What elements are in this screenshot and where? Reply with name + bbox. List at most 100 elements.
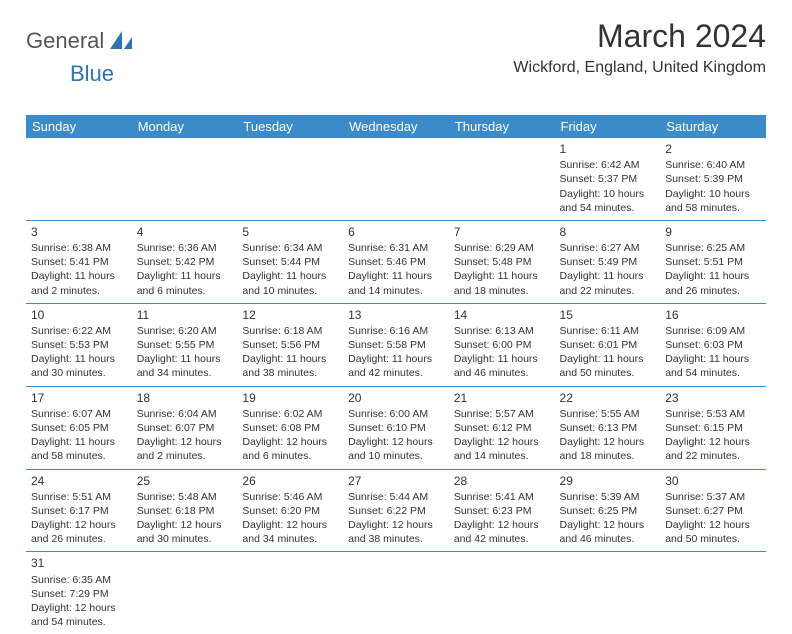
day-number: 28	[454, 473, 550, 489]
sunset-text: Sunset: 6:22 PM	[348, 504, 444, 518]
calendar-day-cell: 9Sunrise: 6:25 AMSunset: 5:51 PMDaylight…	[660, 220, 766, 303]
daylight-text: Daylight: 12 hours and 38 minutes.	[348, 518, 444, 546]
sunrise-text: Sunrise: 6:09 AM	[665, 324, 761, 338]
calendar-day-cell: 5Sunrise: 6:34 AMSunset: 5:44 PMDaylight…	[237, 220, 343, 303]
calendar-week: 24Sunrise: 5:51 AMSunset: 6:17 PMDayligh…	[26, 469, 766, 552]
sunset-text: Sunset: 5:44 PM	[242, 255, 338, 269]
sunrise-text: Sunrise: 5:57 AM	[454, 407, 550, 421]
day-number: 23	[665, 390, 761, 406]
daylight-text: Daylight: 11 hours and 50 minutes.	[560, 352, 656, 380]
sunrise-text: Sunrise: 6:13 AM	[454, 324, 550, 338]
calendar-day-cell: 22Sunrise: 5:55 AMSunset: 6:13 PMDayligh…	[555, 386, 661, 469]
header: General March 2024 Wickford, England, Un…	[26, 18, 766, 77]
daylight-text: Daylight: 11 hours and 2 minutes.	[31, 269, 127, 297]
calendar-day-cell: 21Sunrise: 5:57 AMSunset: 6:12 PMDayligh…	[449, 386, 555, 469]
calendar-week: 1Sunrise: 6:42 AMSunset: 5:37 PMDaylight…	[26, 138, 766, 220]
sunrise-text: Sunrise: 6:00 AM	[348, 407, 444, 421]
daylight-text: Daylight: 11 hours and 26 minutes.	[665, 269, 761, 297]
sunset-text: Sunset: 6:27 PM	[665, 504, 761, 518]
daylight-text: Daylight: 11 hours and 10 minutes.	[242, 269, 338, 297]
sunrise-text: Sunrise: 6:35 AM	[31, 573, 127, 587]
day-number: 30	[665, 473, 761, 489]
sunrise-text: Sunrise: 6:04 AM	[137, 407, 233, 421]
sunrise-text: Sunrise: 6:16 AM	[348, 324, 444, 338]
calendar-table: SundayMondayTuesdayWednesdayThursdayFrid…	[26, 115, 766, 634]
daylight-text: Daylight: 12 hours and 30 minutes.	[137, 518, 233, 546]
day-number: 9	[665, 224, 761, 240]
sunrise-text: Sunrise: 6:02 AM	[242, 407, 338, 421]
calendar-day-cell: 2Sunrise: 6:40 AMSunset: 5:39 PMDaylight…	[660, 138, 766, 220]
day-number: 19	[242, 390, 338, 406]
calendar-week: 31Sunrise: 6:35 AMSunset: 7:29 PMDayligh…	[26, 552, 766, 634]
daylight-text: Daylight: 11 hours and 6 minutes.	[137, 269, 233, 297]
weekday-header: Wednesday	[343, 115, 449, 138]
day-number: 18	[137, 390, 233, 406]
day-number: 12	[242, 307, 338, 323]
day-number: 31	[31, 555, 127, 571]
logo-sail-icon	[108, 29, 134, 54]
calendar-week: 3Sunrise: 6:38 AMSunset: 5:41 PMDaylight…	[26, 220, 766, 303]
day-number: 5	[242, 224, 338, 240]
day-number: 16	[665, 307, 761, 323]
daylight-text: Daylight: 11 hours and 58 minutes.	[31, 435, 127, 463]
calendar-day-cell: 14Sunrise: 6:13 AMSunset: 6:00 PMDayligh…	[449, 303, 555, 386]
sunrise-text: Sunrise: 6:36 AM	[137, 241, 233, 255]
sunrise-text: Sunrise: 6:22 AM	[31, 324, 127, 338]
day-number: 1	[560, 141, 656, 157]
weekday-header: Friday	[555, 115, 661, 138]
sunset-text: Sunset: 6:01 PM	[560, 338, 656, 352]
sunrise-text: Sunrise: 6:07 AM	[31, 407, 127, 421]
sunrise-text: Sunrise: 6:29 AM	[454, 241, 550, 255]
sunset-text: Sunset: 6:23 PM	[454, 504, 550, 518]
daylight-text: Daylight: 12 hours and 42 minutes.	[454, 518, 550, 546]
calendar-day-cell	[449, 138, 555, 220]
calendar-day-cell	[132, 552, 238, 634]
day-number: 24	[31, 473, 127, 489]
sunset-text: Sunset: 6:05 PM	[31, 421, 127, 435]
daylight-text: Daylight: 12 hours and 6 minutes.	[242, 435, 338, 463]
sunset-text: Sunset: 5:49 PM	[560, 255, 656, 269]
calendar-day-cell: 18Sunrise: 6:04 AMSunset: 6:07 PMDayligh…	[132, 386, 238, 469]
daylight-text: Daylight: 11 hours and 34 minutes.	[137, 352, 233, 380]
sunrise-text: Sunrise: 5:37 AM	[665, 490, 761, 504]
day-number: 6	[348, 224, 444, 240]
sunset-text: Sunset: 6:18 PM	[137, 504, 233, 518]
sunset-text: Sunset: 5:37 PM	[560, 172, 656, 186]
calendar-week: 10Sunrise: 6:22 AMSunset: 5:53 PMDayligh…	[26, 303, 766, 386]
daylight-text: Daylight: 12 hours and 34 minutes.	[242, 518, 338, 546]
day-number: 3	[31, 224, 127, 240]
daylight-text: Daylight: 12 hours and 14 minutes.	[454, 435, 550, 463]
sunrise-text: Sunrise: 6:27 AM	[560, 241, 656, 255]
daylight-text: Daylight: 10 hours and 54 minutes.	[560, 187, 656, 215]
daylight-text: Daylight: 11 hours and 54 minutes.	[665, 352, 761, 380]
calendar-day-cell: 13Sunrise: 6:16 AMSunset: 5:58 PMDayligh…	[343, 303, 449, 386]
day-number: 14	[454, 307, 550, 323]
calendar-day-cell: 24Sunrise: 5:51 AMSunset: 6:17 PMDayligh…	[26, 469, 132, 552]
daylight-text: Daylight: 11 hours and 38 minutes.	[242, 352, 338, 380]
daylight-text: Daylight: 12 hours and 10 minutes.	[348, 435, 444, 463]
logo-text-general: General	[26, 28, 104, 54]
day-number: 25	[137, 473, 233, 489]
sunset-text: Sunset: 5:41 PM	[31, 255, 127, 269]
sunrise-text: Sunrise: 5:44 AM	[348, 490, 444, 504]
day-number: 2	[665, 141, 761, 157]
calendar-day-cell	[237, 552, 343, 634]
day-number: 21	[454, 390, 550, 406]
calendar-day-cell: 29Sunrise: 5:39 AMSunset: 6:25 PMDayligh…	[555, 469, 661, 552]
title-block: March 2024 Wickford, England, United Kin…	[513, 18, 766, 77]
daylight-text: Daylight: 12 hours and 26 minutes.	[31, 518, 127, 546]
sunrise-text: Sunrise: 6:34 AM	[242, 241, 338, 255]
day-number: 8	[560, 224, 656, 240]
sunset-text: Sunset: 6:07 PM	[137, 421, 233, 435]
sunset-text: Sunset: 5:56 PM	[242, 338, 338, 352]
calendar-day-cell: 23Sunrise: 5:53 AMSunset: 6:15 PMDayligh…	[660, 386, 766, 469]
sunrise-text: Sunrise: 6:40 AM	[665, 158, 761, 172]
sunrise-text: Sunrise: 6:38 AM	[31, 241, 127, 255]
sunset-text: Sunset: 5:51 PM	[665, 255, 761, 269]
sunrise-text: Sunrise: 5:53 AM	[665, 407, 761, 421]
calendar-day-cell: 1Sunrise: 6:42 AMSunset: 5:37 PMDaylight…	[555, 138, 661, 220]
weekday-header: Tuesday	[237, 115, 343, 138]
sunrise-text: Sunrise: 5:51 AM	[31, 490, 127, 504]
calendar-body: 1Sunrise: 6:42 AMSunset: 5:37 PMDaylight…	[26, 138, 766, 634]
calendar-day-cell: 26Sunrise: 5:46 AMSunset: 6:20 PMDayligh…	[237, 469, 343, 552]
